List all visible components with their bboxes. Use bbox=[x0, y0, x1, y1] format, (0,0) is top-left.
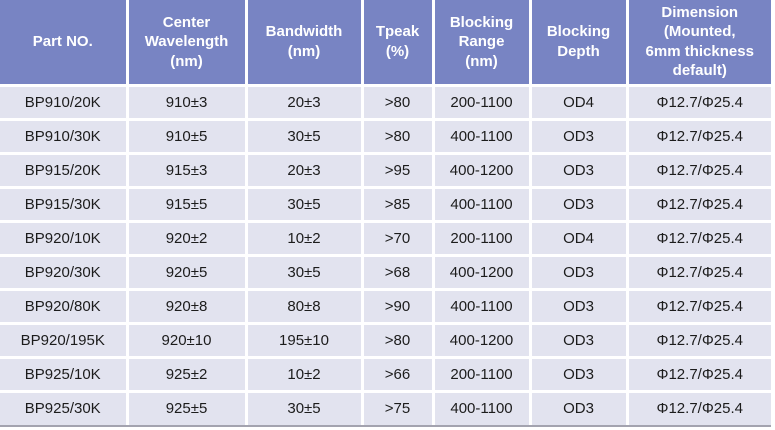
table-cell: >85 bbox=[360, 185, 435, 223]
table-row: BP915/30K 915±5 30±5 >85 400-1100 OD3 Φ12.7/Φ2… bbox=[0, 185, 771, 223]
table-cell: OD3 bbox=[528, 321, 629, 359]
table-cell: Φ12.7/Φ25.4 bbox=[625, 117, 771, 155]
table-cell: 915±3 bbox=[125, 151, 248, 189]
table-cell: BP925/30K bbox=[0, 389, 129, 425]
column-header-blocking-depth: Blocking Depth bbox=[528, 0, 629, 87]
table-cell: 400-1200 bbox=[431, 321, 532, 359]
table-cell: OD4 bbox=[528, 83, 629, 121]
table-cell: 925±2 bbox=[125, 355, 248, 393]
table-cell: 200-1100 bbox=[431, 219, 532, 257]
table-cell: BP920/30K bbox=[0, 253, 129, 291]
table-cell: 915±5 bbox=[125, 185, 248, 223]
table-cell: 400-1100 bbox=[431, 389, 532, 425]
table-cell: 920±8 bbox=[125, 287, 248, 325]
table-cell: OD3 bbox=[528, 151, 629, 189]
table-cell: BP915/20K bbox=[0, 151, 129, 189]
table-row: BP920/80K 920±8 80±8 >90 400-1100 OD3 Φ12.7/Φ2… bbox=[0, 287, 771, 325]
table-cell: Φ12.7/Φ25.4 bbox=[625, 219, 771, 257]
column-header-dimension: Dimension (Mounted, 6mm thickness defaul… bbox=[625, 0, 771, 87]
table-row: BP915/20K 915±3 20±3 >95 400-1200 OD3 Φ12.7/Φ2… bbox=[0, 151, 771, 189]
table-cell: 200-1100 bbox=[431, 83, 532, 121]
table-cell: Φ12.7/Φ25.4 bbox=[625, 151, 771, 189]
table-cell: BP910/30K bbox=[0, 117, 129, 155]
table-row: BP925/30K 925±5 30±5 >75 400-1100 OD3 Φ12.7/Φ2… bbox=[0, 389, 771, 425]
table-cell: 30±5 bbox=[244, 185, 364, 223]
table-cell: >80 bbox=[360, 117, 435, 155]
table-cell: 10±2 bbox=[244, 355, 364, 393]
table-cell: BP920/195K bbox=[0, 321, 129, 359]
table-cell: BP915/30K bbox=[0, 185, 129, 223]
table-row: BP910/30K 910±5 30±5 >80 400-1100 OD3 Φ12.7/Φ2… bbox=[0, 117, 771, 155]
table-cell: >80 bbox=[360, 83, 435, 121]
table-cell: 400-1100 bbox=[431, 185, 532, 223]
table-cell: 195±10 bbox=[244, 321, 364, 359]
table-row: BP925/10K 925±2 10±2 >66 200-1100 OD3 Φ12.7/Φ2… bbox=[0, 355, 771, 393]
table-cell: Φ12.7/Φ25.4 bbox=[625, 355, 771, 393]
table-cell: 400-1100 bbox=[431, 117, 532, 155]
table-cell: BP925/10K bbox=[0, 355, 129, 393]
table-cell: 20±3 bbox=[244, 151, 364, 189]
table-cell: >75 bbox=[360, 389, 435, 425]
table-cell: 80±8 bbox=[244, 287, 364, 325]
table-cell: 400-1200 bbox=[431, 253, 532, 291]
table-cell: 925±5 bbox=[125, 389, 248, 425]
table-cell: Φ12.7/Φ25.4 bbox=[625, 287, 771, 325]
table-cell: 200-1100 bbox=[431, 355, 532, 393]
table-cell: 30±5 bbox=[244, 389, 364, 425]
table-cell: OD3 bbox=[528, 355, 629, 393]
table-cell: 920±2 bbox=[125, 219, 248, 257]
table-cell: >66 bbox=[360, 355, 435, 393]
table-cell: >68 bbox=[360, 253, 435, 291]
table-cell: Φ12.7/Φ25.4 bbox=[625, 253, 771, 291]
table-cell: Φ12.7/Φ25.4 bbox=[625, 83, 771, 121]
table-cell: Φ12.7/Φ25.4 bbox=[625, 321, 771, 359]
table-cell: 920±10 bbox=[125, 321, 248, 359]
table-cell: Φ12.7/Φ25.4 bbox=[625, 389, 771, 425]
table-cell: >80 bbox=[360, 321, 435, 359]
column-header-bandwidth: Bandwidth (nm) bbox=[244, 0, 364, 87]
table-row: BP920/10K 920±2 10±2 >70 200-1100 OD4 Φ12.7/Φ2… bbox=[0, 219, 771, 257]
column-header-tpeak: Tpeak (%) bbox=[360, 0, 435, 87]
table-cell: OD4 bbox=[528, 219, 629, 257]
table-cell: OD3 bbox=[528, 253, 629, 291]
table-cell: BP910/20K bbox=[0, 83, 129, 121]
table-cell: >70 bbox=[360, 219, 435, 257]
column-header-blocking-range: Blocking Range (nm) bbox=[431, 0, 532, 87]
table-cell: 910±5 bbox=[125, 117, 248, 155]
table-cell: 400-1200 bbox=[431, 151, 532, 189]
table-row: BP920/195K 920±10 195±10 >80 400-1200 OD3 Φ12.… bbox=[0, 321, 771, 359]
table-cell: BP920/80K bbox=[0, 287, 129, 325]
column-header-center-wavelength: Center Wavelength (nm) bbox=[125, 0, 248, 87]
table-cell: >95 bbox=[360, 151, 435, 189]
table-cell: OD3 bbox=[528, 389, 629, 425]
table-cell: 920±5 bbox=[125, 253, 248, 291]
table-cell: 10±2 bbox=[244, 219, 364, 257]
column-header-part-no: Part NO. bbox=[0, 0, 129, 87]
table-cell: 30±5 bbox=[244, 117, 364, 155]
table-cell: 30±5 bbox=[244, 253, 364, 291]
table-body: BP910/20K 910±3 20±3 >80 200-1100 OD4 Φ12.7/Φ2… bbox=[0, 83, 771, 425]
table-cell: OD3 bbox=[528, 117, 629, 155]
table-cell: Φ12.7/Φ25.4 bbox=[625, 185, 771, 223]
table-cell: 910±3 bbox=[125, 83, 248, 121]
table-row: BP910/20K 910±3 20±3 >80 200-1100 OD4 Φ12.7/Φ2… bbox=[0, 83, 771, 121]
table-cell: 20±3 bbox=[244, 83, 364, 121]
table-cell: BP920/10K bbox=[0, 219, 129, 257]
table-row: BP920/30K 920±5 30±5 >68 400-1200 OD3 Φ12.7/Φ2… bbox=[0, 253, 771, 291]
table-cell: OD3 bbox=[528, 287, 629, 325]
table-cell: 400-1100 bbox=[431, 287, 532, 325]
table-cell: >90 bbox=[360, 287, 435, 325]
table-cell: OD3 bbox=[528, 185, 629, 223]
header-row: Part NO. Center Wavelength (nm) Bandwidt… bbox=[0, 0, 771, 87]
